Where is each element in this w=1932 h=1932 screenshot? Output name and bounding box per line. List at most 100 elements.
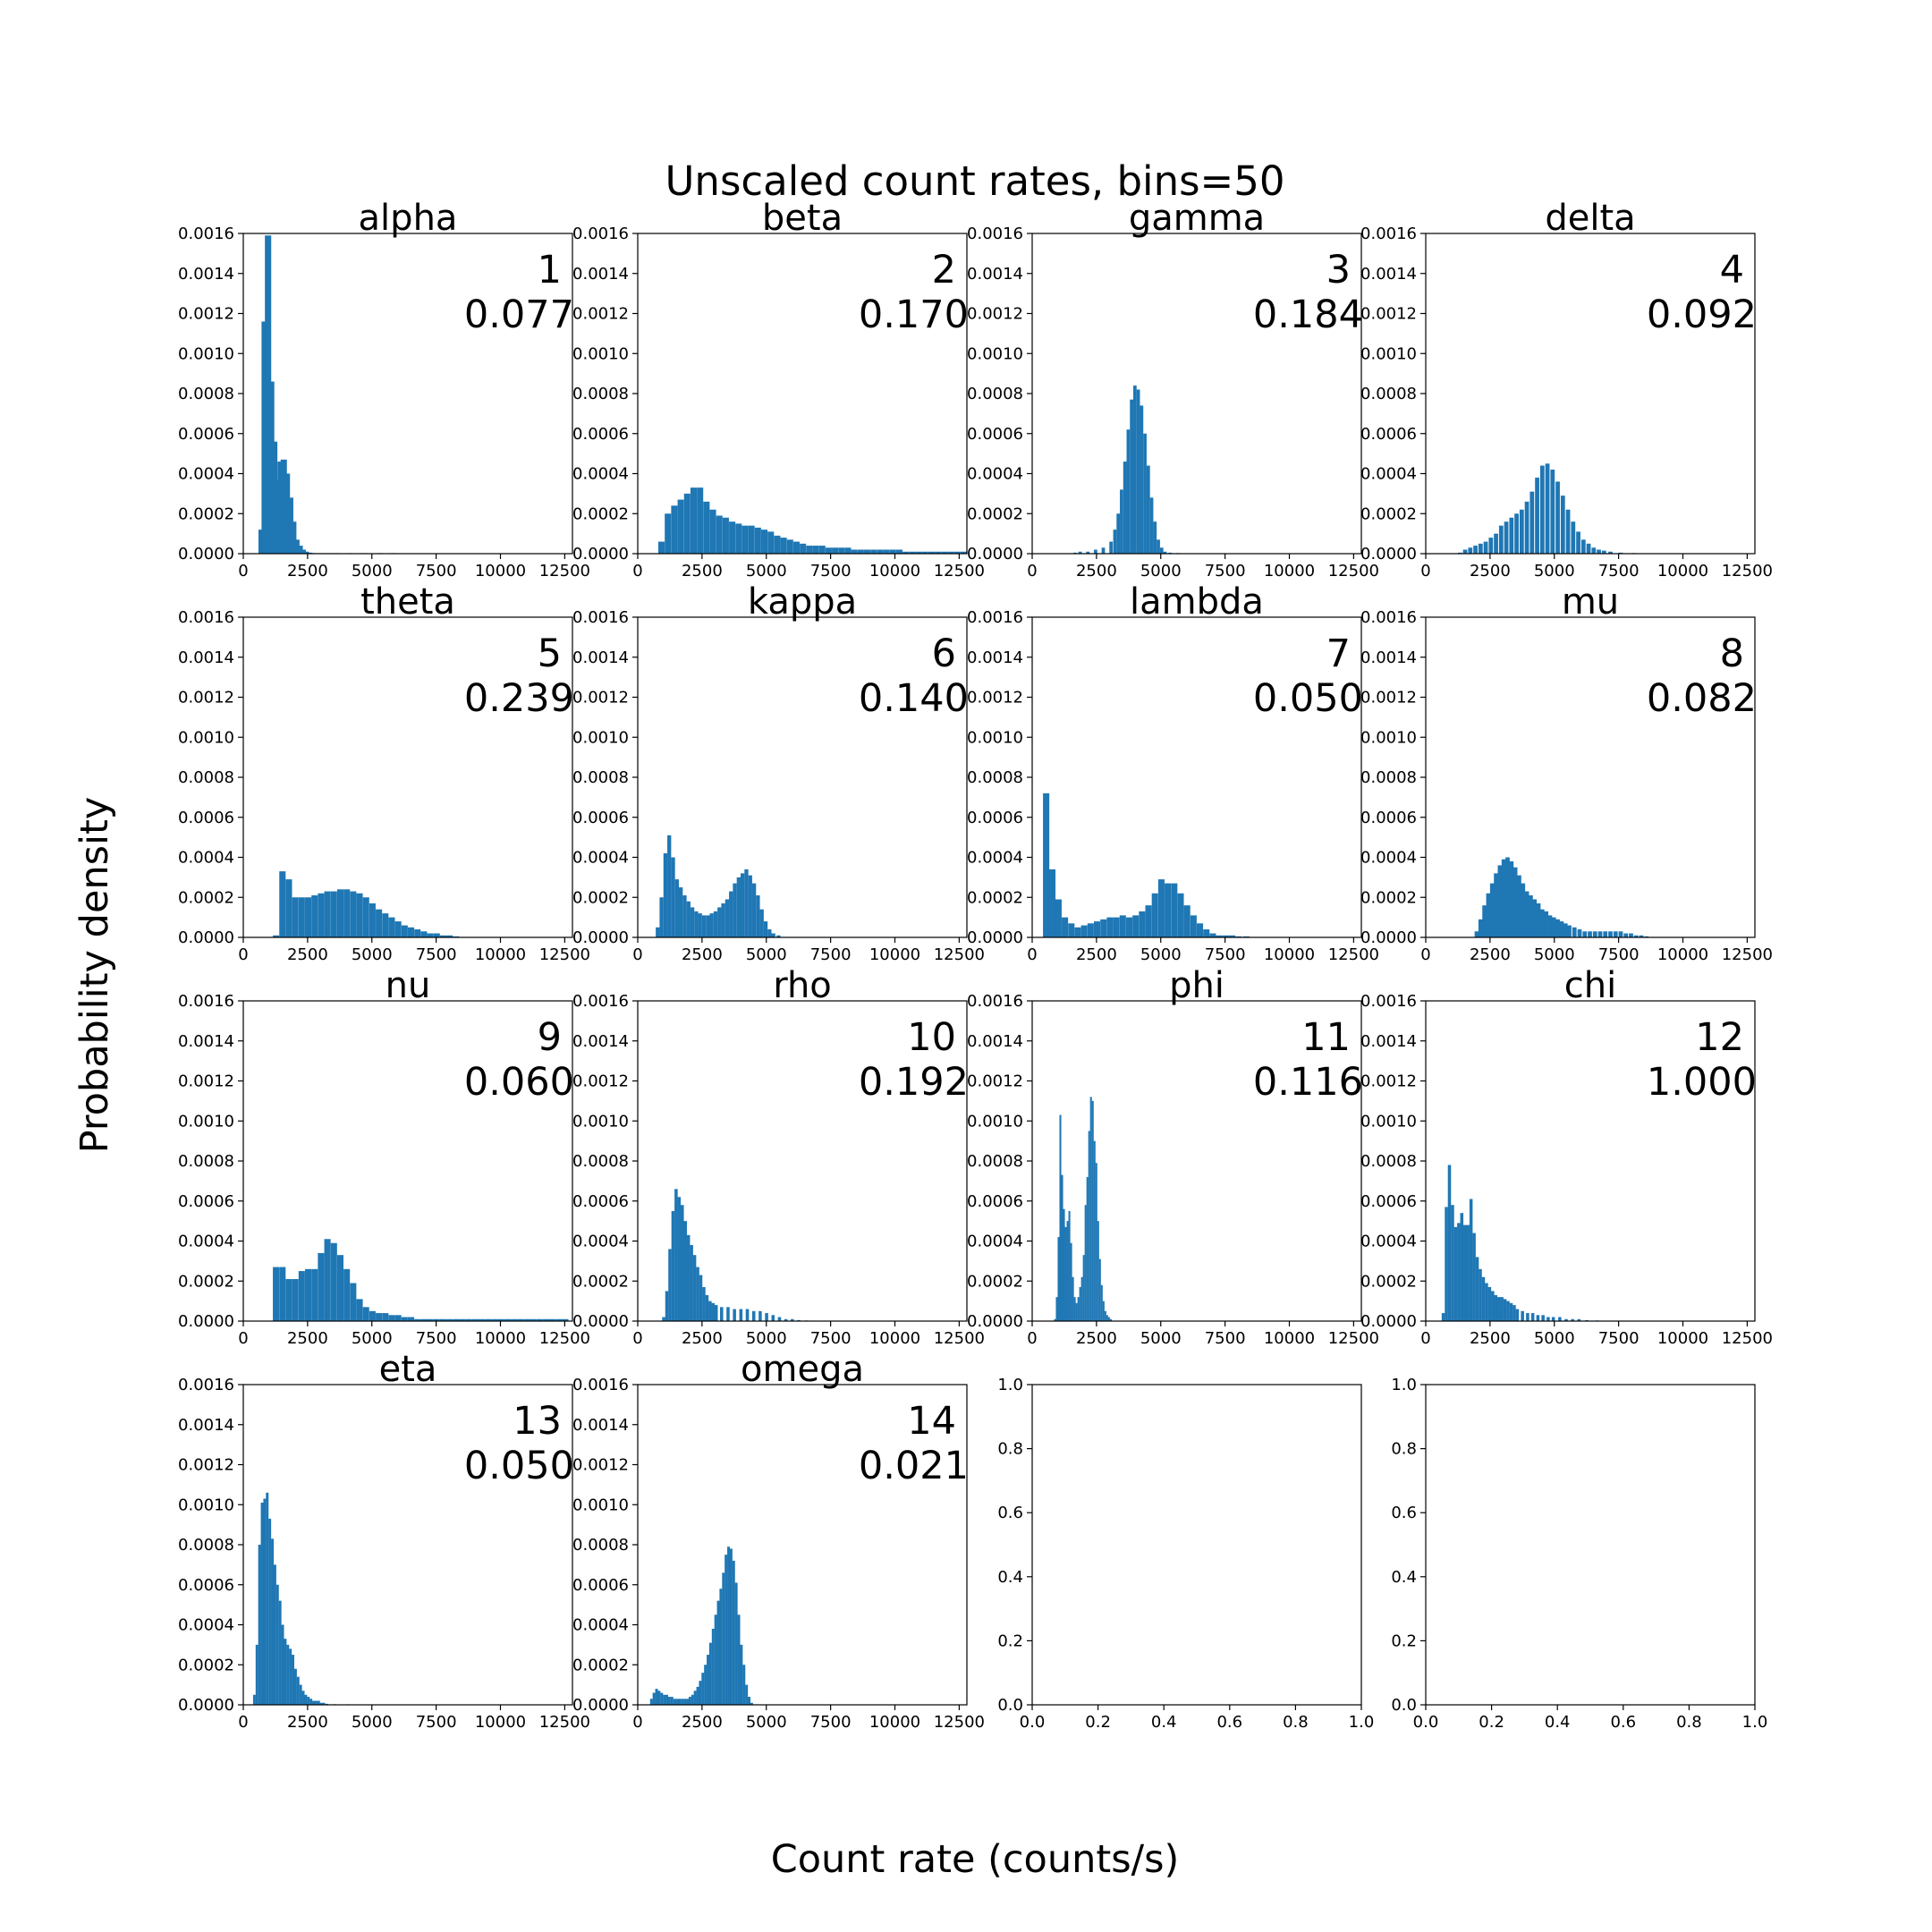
histogram-bar: [1539, 909, 1545, 937]
histogram-bar: [1445, 1207, 1448, 1321]
histogram-bar: [459, 1318, 466, 1321]
histogram-bar: [671, 1210, 675, 1321]
x-tick-label: 12500: [934, 562, 985, 580]
histogram-bar: [699, 1681, 702, 1705]
histogram-bar: [1558, 1317, 1562, 1321]
histogram-bar: [284, 1639, 287, 1705]
histogram-bar: [433, 1318, 440, 1321]
histogram-bar: [748, 1697, 751, 1705]
histogram-bar: [1509, 517, 1514, 554]
histogram-bar: [1441, 1313, 1445, 1321]
histogram-bar: [1494, 873, 1498, 937]
y-tick-label: 0.0006: [1360, 809, 1417, 827]
histogram-bar: [1488, 538, 1494, 554]
y-tick-label: 0.0002: [1360, 1272, 1417, 1291]
histogram-bar: [722, 1572, 725, 1705]
x-tick-label: 0: [632, 1329, 642, 1348]
histogram-bar: [1145, 905, 1152, 937]
histogram-bar: [1603, 931, 1608, 937]
y-tick-label: 0.0010: [1360, 344, 1417, 363]
y-tick-label: 0.0004: [967, 465, 1023, 484]
x-tick-label: 0: [238, 945, 248, 964]
x-tick-label: 2500: [1470, 945, 1511, 964]
y-tick-label: 0.0016: [572, 1376, 629, 1394]
histogram-bar: [724, 1555, 728, 1705]
x-tick-label: 0: [1420, 1329, 1430, 1348]
histogram-bar: [1597, 549, 1601, 554]
x-tick-label: 0: [1027, 562, 1037, 580]
histogram-bar: [1513, 1305, 1516, 1321]
x-tick-label: 0: [238, 562, 248, 580]
histogram-bar: [1087, 923, 1094, 937]
y-tick-label: 0.0004: [967, 1233, 1023, 1251]
histogram-bar: [729, 521, 736, 554]
histogram-bar: [667, 835, 672, 937]
histogram-bar: [268, 1518, 272, 1705]
histogram-bar: [1509, 860, 1514, 937]
histogram-bar: [1453, 1226, 1458, 1321]
histogram-bar: [1109, 1318, 1112, 1321]
histogram-bar: [1447, 1165, 1452, 1321]
histogram-bar: [414, 1318, 421, 1321]
histogram-bar: [362, 897, 369, 937]
histogram-bar: [800, 543, 807, 554]
y-tick-label: 0.0016: [1360, 608, 1417, 627]
histogram-bar: [713, 911, 718, 937]
y-tick-label: 0.4: [1391, 1568, 1417, 1587]
subplot-index: 8: [1720, 631, 1744, 676]
histogram-bar: [690, 1244, 693, 1321]
histogram-bar: [1054, 1318, 1056, 1321]
subplot-title: rho: [773, 965, 832, 1006]
histogram-bar: [688, 1697, 691, 1705]
y-tick-label: 0.8: [1391, 1440, 1417, 1459]
subplot-12: 0.0000 0.0002 0.0004 0.0006 0.0008 0.0010 0.00…: [1360, 965, 1773, 1348]
histogram-bar: [322, 1702, 326, 1705]
histogram-bar: [1500, 1297, 1504, 1321]
histogram-bar: [686, 1699, 690, 1705]
x-tick-label: 0: [1027, 1329, 1037, 1348]
histogram-bar: [754, 527, 761, 554]
subplot-index: 12: [1695, 1015, 1744, 1060]
x-tick-label: 12500: [934, 1713, 985, 1732]
histogram-bar: [745, 1309, 750, 1321]
x-tick-label: 10000: [475, 562, 526, 580]
x-tick-label: 2500: [287, 1329, 328, 1348]
histogram-bar: [686, 901, 691, 937]
y-tick-label: 0.0008: [572, 1536, 629, 1555]
y-tick-label: 0.0006: [572, 809, 629, 827]
histogram-bar: [756, 895, 760, 937]
histogram-bar: [1084, 1205, 1087, 1321]
histogram-bar: [675, 1699, 679, 1705]
subplot-title: mu: [1562, 581, 1619, 623]
histogram-bar: [748, 525, 755, 554]
histogram-bar: [1078, 551, 1082, 554]
y-tick-label: 0.0014: [967, 265, 1023, 284]
histogram-bar: [491, 1318, 498, 1321]
x-tick-label: 10000: [475, 1329, 526, 1348]
histogram-bar: [356, 893, 363, 937]
subplot-index: 10: [907, 1015, 956, 1060]
subplot-grid: 0.0000 0.0002 0.0004 0.0006 0.0008 0.0010 0.00…: [178, 198, 1773, 1732]
histogram-bar: [273, 935, 280, 937]
y-tick-label: 0.0000: [1360, 928, 1417, 947]
y-tick-label: 0.0014: [178, 265, 234, 284]
histogram-bar: [1535, 477, 1539, 554]
histogram-bar: [1074, 927, 1081, 937]
y-tick-label: 0.0008: [967, 768, 1023, 787]
histogram-bar: [504, 1318, 511, 1321]
histogram-bar: [714, 1305, 718, 1321]
axes-frame: [637, 616, 968, 938]
axes-frame: [242, 616, 573, 938]
histogram-bar: [1536, 902, 1541, 937]
x-tick-label: 0.2: [1479, 1713, 1504, 1732]
histogram-bar: [1086, 551, 1090, 554]
histogram-bar: [1567, 925, 1572, 937]
histogram-bar: [1613, 931, 1618, 937]
histogram-bar: [273, 1267, 280, 1321]
y-tick-label: 0.0012: [178, 1456, 234, 1475]
histogram-bar: [1086, 1176, 1089, 1321]
x-tick-label: 2500: [682, 1713, 723, 1732]
histogram-bar: [401, 925, 408, 937]
y-tick-label: 0.0006: [572, 425, 629, 444]
y-tick-label: 0.0006: [1360, 425, 1417, 444]
